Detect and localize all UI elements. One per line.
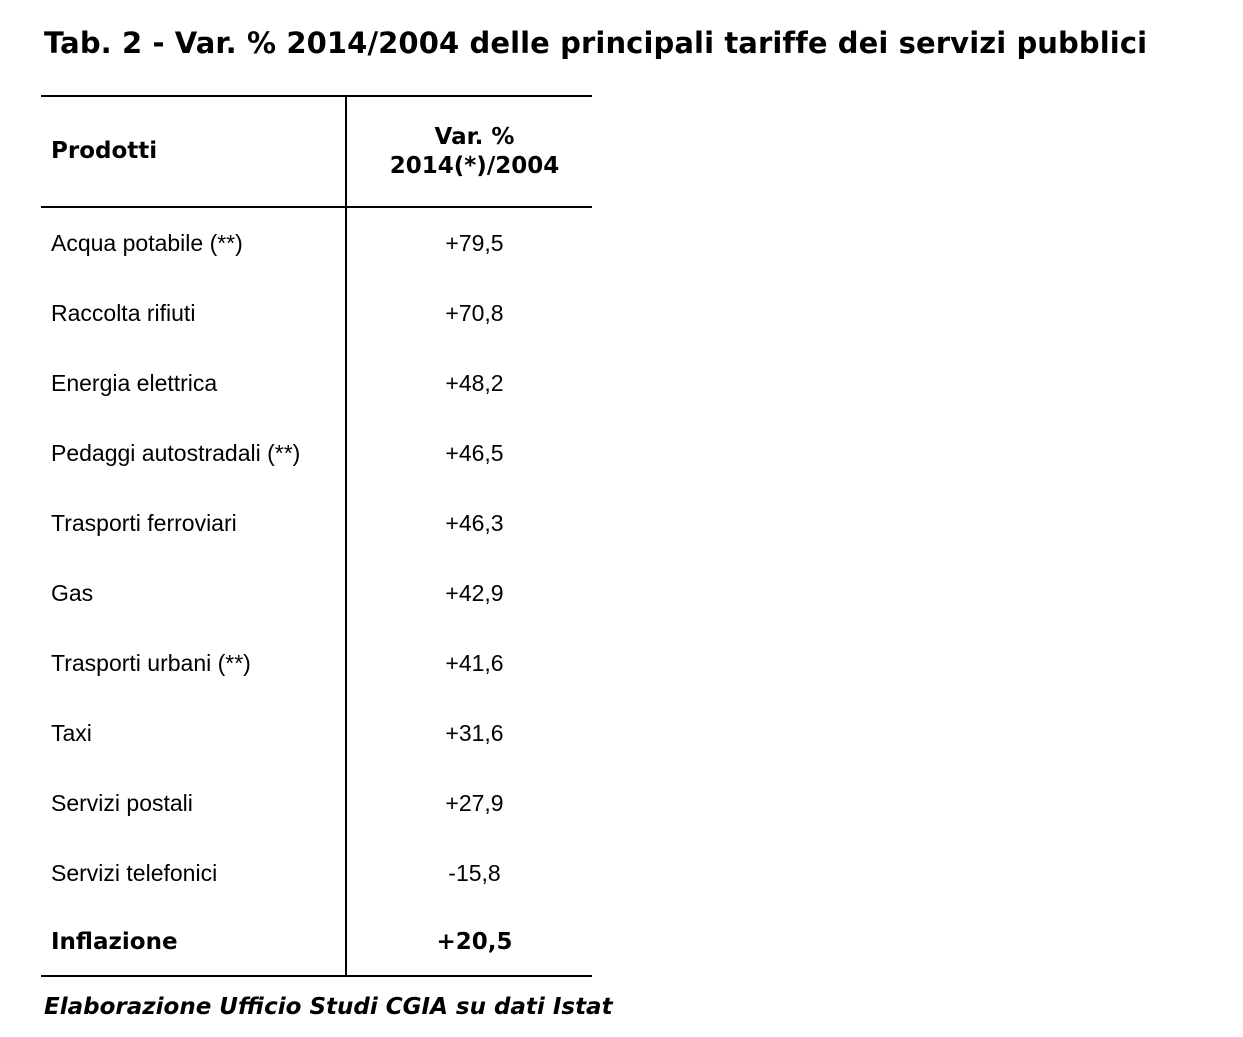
product-cell: Pedaggi autostradali (**): [41, 418, 347, 488]
product-cell: Trasporti urbani (**): [41, 628, 347, 698]
value-cell: +48,2: [445, 369, 504, 396]
table-row: Energia elettrica +48,2: [41, 348, 592, 418]
table-row: Servizi postali +27,9: [41, 768, 592, 838]
product-cell: Acqua potabile (**): [41, 207, 347, 278]
value-cell: +27,9: [445, 789, 504, 816]
total-label: Inflazione: [41, 908, 347, 977]
product-cell: Raccolta rifiuti: [41, 278, 347, 348]
value-cell: +31,6: [445, 719, 504, 746]
table-row: Gas +42,9: [41, 558, 592, 628]
product-cell: Gas: [41, 558, 347, 628]
table-title: Tab. 2 - Var. % 2014/2004 delle principa…: [44, 26, 1148, 60]
source-note: Elaborazione Ufficio Studi CGIA su dati …: [44, 994, 613, 1020]
table-row: Acqua potabile (**) +79,5: [41, 207, 592, 278]
product-cell: Energia elettrica: [41, 348, 347, 418]
total-row: Inflazione +20,5: [41, 908, 592, 977]
table-row: Raccolta rifiuti +70,8: [41, 278, 592, 348]
header-prodotti: Prodotti: [41, 95, 347, 208]
value-cell: +46,3: [445, 509, 504, 536]
header-var-line2: 2014(*)/2004: [389, 152, 560, 179]
product-cell: Trasporti ferroviari: [41, 488, 347, 558]
product-cell: Taxi: [41, 698, 347, 768]
table-row: Servizi telefonici -15,8: [41, 838, 592, 908]
header-var-line1: Var. %: [434, 123, 515, 150]
table-row: Trasporti urbani (**) +41,6: [41, 628, 592, 698]
total-value: +20,5: [346, 908, 592, 977]
table-header-row: Prodotti Var. % 2014(*)/2004: [41, 95, 592, 208]
value-cell: +46,5: [445, 439, 504, 466]
product-cell: Servizi telefonici: [41, 838, 347, 908]
table-row: Taxi +31,6: [41, 698, 592, 768]
value-cell: +70,8: [445, 299, 504, 326]
tariffe-table: Prodotti Var. % 2014(*)/2004 Acqua potab…: [41, 95, 592, 977]
value-cell: -15,8: [448, 859, 501, 886]
value-cell: +79,5: [445, 229, 504, 256]
table-row: Trasporti ferroviari +46,3: [41, 488, 592, 558]
header-var-percent: Var. % 2014(*)/2004: [346, 95, 592, 208]
table-row: Pedaggi autostradali (**) +46,5: [41, 418, 592, 488]
product-cell: Servizi postali: [41, 768, 347, 838]
value-cell: +41,6: [445, 649, 504, 676]
value-cell: +42,9: [445, 579, 504, 606]
